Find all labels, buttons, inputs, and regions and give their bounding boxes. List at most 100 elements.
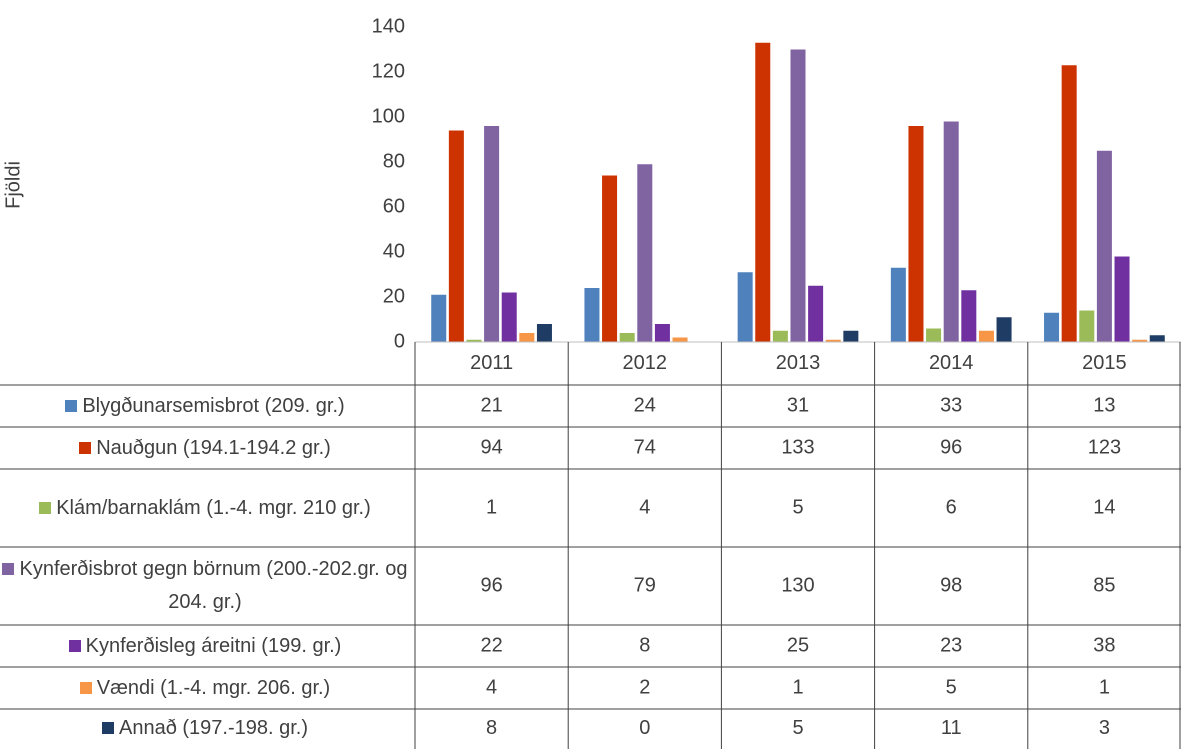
- legend-text-box: Vændi (1.-4. mgr. 206. gr.): [79, 672, 330, 705]
- bar: [1114, 256, 1130, 342]
- y-tick-label: 40: [383, 240, 405, 262]
- table-value: 21: [480, 394, 502, 416]
- table-value: 2: [639, 676, 650, 698]
- bar: [808, 285, 824, 342]
- bar: [772, 330, 788, 342]
- bar: [637, 164, 653, 342]
- bar: [996, 317, 1012, 342]
- table-value: 1: [486, 496, 497, 518]
- table-value: 85: [1093, 574, 1115, 596]
- table-value: 6: [946, 496, 957, 518]
- bar: [654, 324, 670, 342]
- y-tick-label: 80: [383, 150, 405, 172]
- table-value: 24: [634, 394, 656, 416]
- x-tick-label: 2015: [1082, 352, 1127, 374]
- y-tick-label: 140: [372, 15, 405, 37]
- legend-label: Klám/barnaklám (1.-4. mgr. 210 gr.): [56, 496, 371, 519]
- legend-entry: Kynferðisleg áreitni (199. gr.): [0, 625, 410, 667]
- legend-key: [2, 563, 15, 575]
- legend-label: Kynferðisleg áreitni (199. gr.): [85, 634, 342, 657]
- table-value: 74: [634, 436, 656, 458]
- bar: [755, 42, 771, 342]
- table-value: 4: [639, 496, 650, 518]
- table-value: 96: [480, 574, 502, 596]
- legend-text-box: Nauðgun (194.1-194.2 gr.): [79, 432, 331, 465]
- x-tick-label: 2011: [470, 352, 513, 374]
- table-value: 94: [480, 436, 502, 458]
- table-value: 22: [480, 634, 502, 656]
- table-value: 33: [940, 394, 962, 416]
- bar: [908, 126, 924, 342]
- bar: [890, 267, 906, 342]
- legend-text-box: Kynferðisbrot gegn börnum (200.-202.gr. …: [0, 553, 410, 619]
- bar: [448, 130, 464, 342]
- bar: [1132, 339, 1148, 342]
- legend-key: [101, 722, 114, 734]
- bar: [519, 333, 535, 342]
- table-value: 130: [781, 574, 814, 596]
- bar: [843, 330, 859, 342]
- bar: [536, 324, 552, 342]
- bar: [790, 49, 806, 342]
- legend-text-box: Kynferðisleg áreitni (199. gr.): [68, 630, 342, 663]
- bar: [602, 175, 618, 342]
- bar: [825, 339, 841, 342]
- y-tick-label: 60: [383, 195, 405, 217]
- bar: [1079, 310, 1095, 342]
- table-value: 25: [787, 634, 809, 656]
- bar: [619, 333, 635, 342]
- table-value: 38: [1093, 634, 1115, 656]
- legend-key: [79, 441, 92, 454]
- table-value: 133: [781, 436, 814, 458]
- legend-label: Kynferðisbrot gegn börnum (200.-202.gr. …: [19, 558, 408, 613]
- bar: [466, 339, 482, 342]
- table-value: 3: [1099, 717, 1110, 739]
- bar: [1149, 335, 1165, 342]
- y-tick-label: 20: [383, 285, 405, 307]
- bar: [1061, 65, 1077, 342]
- legend-key: [39, 501, 52, 514]
- bar: [1044, 312, 1060, 342]
- table-value: 5: [946, 676, 957, 698]
- legend-entry: Klám/barnaklám (1.-4. mgr. 210 gr.): [0, 469, 410, 547]
- table-value: 8: [639, 634, 650, 656]
- table-value: 1: [792, 676, 803, 698]
- bar: [943, 121, 959, 342]
- x-tick-label: 2012: [623, 352, 668, 374]
- legend-entry: Kynferðisbrot gegn börnum (200.-202.gr. …: [0, 547, 410, 625]
- y-tick-label: 120: [372, 60, 405, 82]
- legend-key: [79, 681, 92, 694]
- legend-label: Blygðunarsemisbrot (209. gr.): [82, 394, 345, 417]
- table-value: 11: [941, 717, 962, 739]
- bar: [961, 290, 977, 342]
- bar: [501, 292, 517, 342]
- table-value: 98: [940, 574, 962, 596]
- legend-entry: Blygðunarsemisbrot (209. gr.): [0, 385, 410, 427]
- table-value: 96: [940, 436, 962, 458]
- y-axis-label: Fjöldi: [2, 161, 24, 209]
- bar: [1096, 150, 1112, 342]
- table-value: 1: [1099, 676, 1110, 698]
- bar: [672, 337, 688, 342]
- bar: [484, 126, 500, 342]
- table-value: 4: [486, 676, 497, 698]
- legend-entry: Nauðgun (194.1-194.2 gr.): [0, 427, 410, 469]
- y-tick-label: 0: [394, 330, 405, 352]
- table-value: 8: [486, 717, 497, 739]
- table-value: 31: [787, 394, 809, 416]
- legend-text-box: Annað (197.-198. gr.): [101, 712, 308, 745]
- x-tick-label: 2013: [776, 352, 821, 374]
- legend-key: [65, 399, 78, 412]
- bar: [431, 294, 447, 342]
- table-value: 0: [639, 717, 650, 739]
- table-value: 79: [634, 574, 656, 596]
- table-value: 5: [792, 496, 803, 518]
- x-tick-label: 2014: [929, 352, 974, 374]
- legend-entry: Annað (197.-198. gr.): [0, 709, 410, 748]
- y-tick-label: 100: [372, 105, 405, 127]
- legend-text-box: Blygðunarsemisbrot (209. gr.): [65, 390, 345, 423]
- legend-label: Annað (197.-198. gr.): [118, 717, 308, 739]
- table-value: 14: [1093, 496, 1115, 518]
